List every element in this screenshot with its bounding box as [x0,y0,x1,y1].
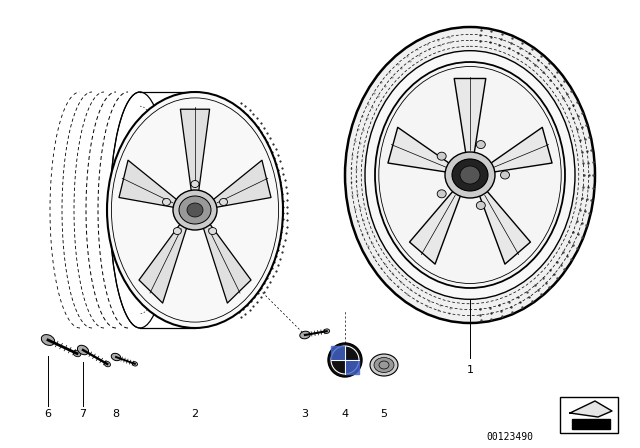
Ellipse shape [173,190,217,230]
Ellipse shape [445,152,495,198]
Text: 4: 4 [341,409,349,419]
Ellipse shape [163,198,170,206]
Polygon shape [180,109,210,190]
Bar [560,397,618,433]
Polygon shape [454,78,486,154]
Circle shape [328,343,362,377]
Ellipse shape [104,361,111,367]
Polygon shape [345,360,359,374]
Text: 5: 5 [381,409,387,419]
Ellipse shape [324,329,330,333]
Ellipse shape [345,27,595,323]
Text: 3: 3 [301,409,308,419]
Polygon shape [479,190,531,264]
Ellipse shape [77,345,88,355]
Ellipse shape [437,190,446,198]
Ellipse shape [173,228,181,235]
Ellipse shape [179,196,211,224]
Ellipse shape [191,181,199,188]
Ellipse shape [452,159,488,191]
Ellipse shape [476,202,485,209]
Polygon shape [331,346,345,360]
Ellipse shape [375,62,565,288]
Text: 6: 6 [45,409,51,419]
Polygon shape [212,160,271,207]
Ellipse shape [107,92,283,328]
Text: 8: 8 [113,409,120,419]
Ellipse shape [132,362,138,366]
Ellipse shape [374,358,394,372]
Polygon shape [570,401,612,417]
Ellipse shape [220,198,228,206]
Polygon shape [489,127,552,172]
Ellipse shape [73,350,81,357]
Ellipse shape [370,354,398,376]
Polygon shape [204,224,251,303]
Text: 7: 7 [79,409,86,419]
Polygon shape [139,224,187,303]
Polygon shape [119,160,178,207]
Ellipse shape [437,152,446,160]
Text: 00123490: 00123490 [486,432,534,442]
Ellipse shape [42,335,54,345]
Polygon shape [572,419,610,429]
Ellipse shape [365,51,575,299]
Ellipse shape [500,171,509,179]
Polygon shape [388,127,451,172]
Ellipse shape [187,203,203,217]
Text: 1: 1 [467,365,474,375]
Ellipse shape [300,331,310,339]
Ellipse shape [111,353,121,361]
Polygon shape [410,190,461,264]
Ellipse shape [476,141,485,149]
Ellipse shape [209,228,216,235]
Text: 2: 2 [191,409,198,419]
Ellipse shape [460,166,480,184]
